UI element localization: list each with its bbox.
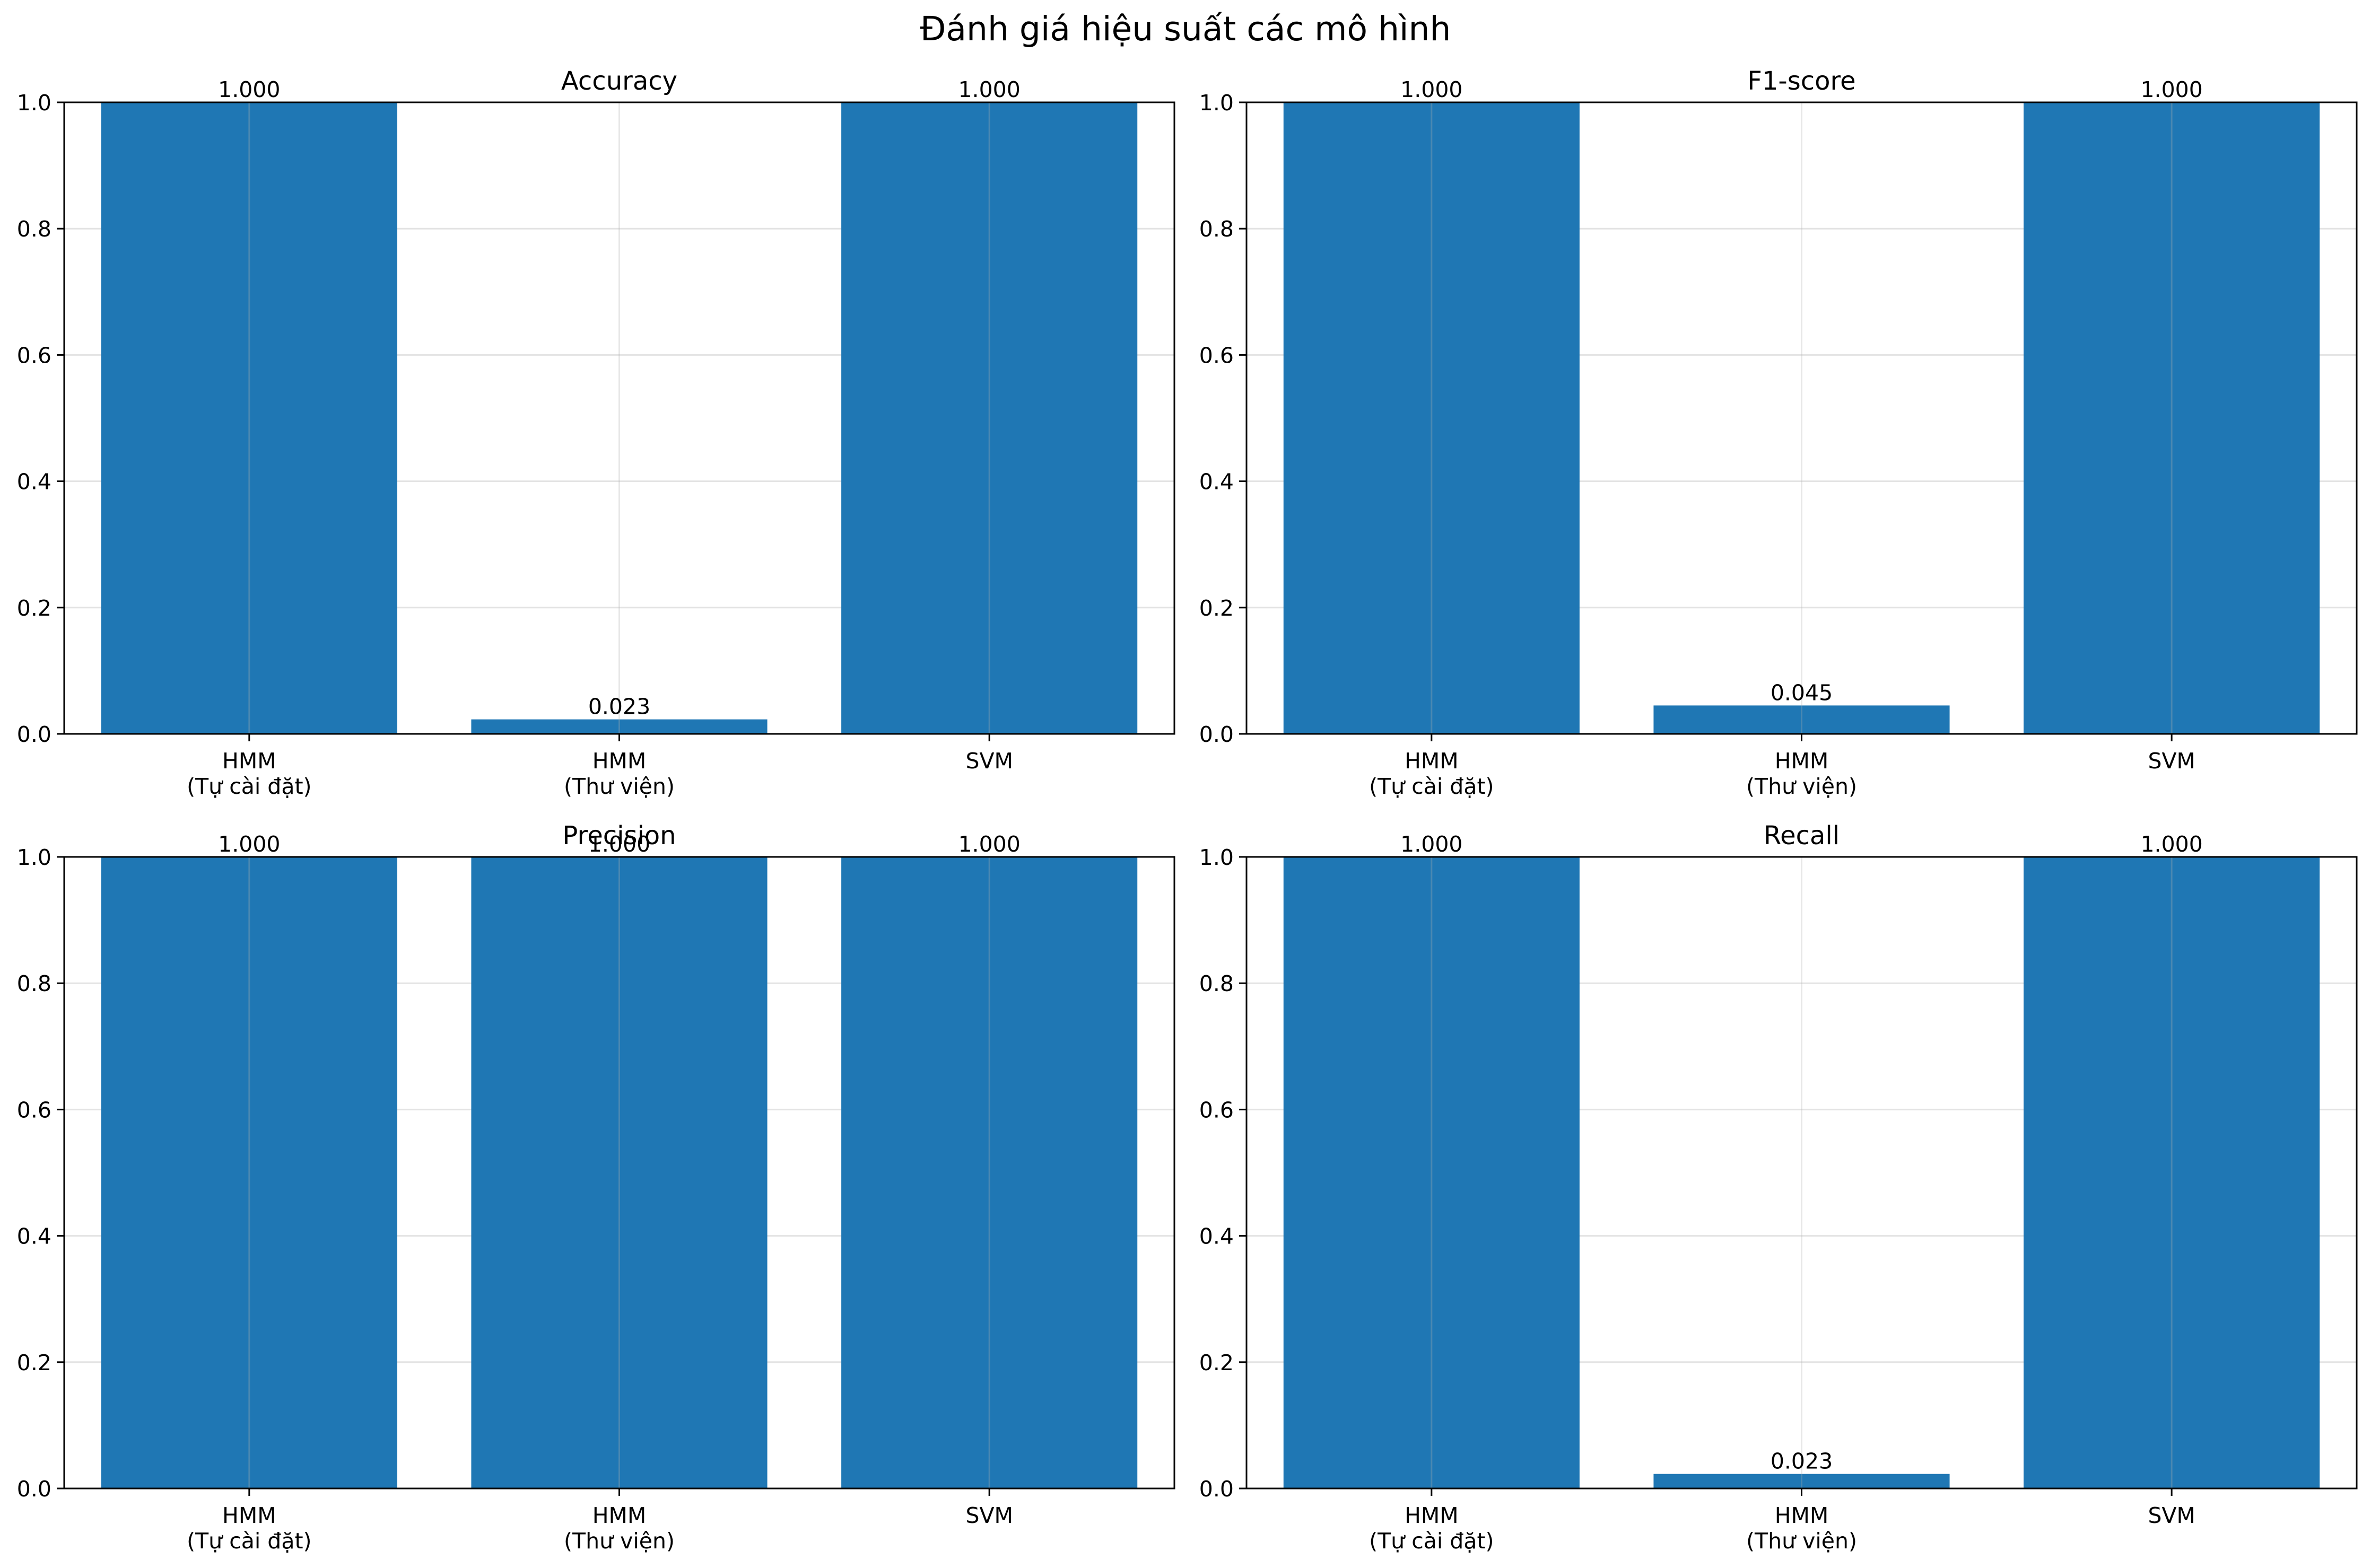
x-tick-label: HMM (Tự cài đặt): [1369, 748, 1494, 799]
bar-value-label: 1.000: [1400, 77, 1462, 102]
y-tick-label: 0.0: [1199, 722, 1234, 747]
y-tick-label: 0.0: [17, 1476, 51, 1502]
figure-title: Đánh giá hiệu suất các mô hình: [920, 10, 1451, 48]
axes-frame: [63, 856, 1175, 1490]
bar-value-label: 1.000: [1400, 831, 1462, 857]
y-tick-label: 0.8: [1199, 971, 1234, 996]
bar: [471, 719, 768, 734]
y-tick-label: 0.0: [17, 722, 51, 747]
bar: [1283, 857, 1580, 1488]
bar-value-label: 0.023: [588, 694, 650, 720]
y-tick-label: 1.0: [17, 90, 51, 116]
y-tick-label: 1.0: [17, 845, 51, 870]
bar-value-label: 1.000: [2140, 77, 2202, 102]
bar: [1283, 102, 1580, 734]
x-tick-label: HMM (Tự cài đặt): [187, 1503, 311, 1554]
x-tick-label: SVM: [965, 1503, 1013, 1528]
x-tick-label: HMM (Thư viện): [1746, 1503, 1857, 1554]
subplot-title: Accuracy: [561, 66, 677, 96]
bar: [2024, 102, 2320, 734]
recall-chart: 0.0 0.2 0.4 0.6 0.8 1.0 1.000 0.023 1.000 HMM (Tự …: [1199, 821, 2358, 1554]
bar-value-label: 0.023: [1771, 1449, 1833, 1474]
bar-value-label: 1.000: [218, 831, 280, 857]
y-tick-label: 0.2: [17, 1350, 51, 1376]
axes-frame: [1245, 101, 2358, 735]
x-tick-label: SVM: [965, 748, 1013, 774]
y-tick-label: 0.6: [1199, 1097, 1234, 1123]
y-tick-label: 0.4: [17, 469, 51, 495]
x-tick-label: HMM (Thư viện): [564, 1503, 675, 1554]
f1-score-chart: 0.0 0.2 0.4 0.6 0.8 1.0 1.000 0.045 1.000 HMM (Tự …: [1199, 66, 2358, 799]
y-tick-label: 1.0: [1199, 845, 1234, 870]
y-tick-label: 1.0: [1199, 90, 1234, 116]
bar-value-label: 1.000: [2140, 831, 2202, 857]
y-tick-label: 0.6: [1199, 343, 1234, 368]
y-tick-label: 0.2: [1199, 595, 1234, 621]
x-tick-label: HMM (Tự cài đặt): [1369, 1503, 1494, 1554]
bar: [841, 102, 1138, 734]
y-tick-label: 0.8: [1199, 216, 1234, 242]
bar: [1653, 705, 1950, 734]
bar: [101, 857, 397, 1488]
y-tick-label: 0.4: [1199, 1224, 1234, 1249]
x-tick-label: SVM: [2148, 1503, 2195, 1528]
bar: [2024, 857, 2320, 1488]
subplot-title: Precision: [562, 821, 676, 851]
bar: [1653, 1474, 1950, 1488]
axes-frame: [1245, 856, 2358, 1490]
y-tick-label: 0.8: [17, 216, 51, 242]
y-tick-label: 0.4: [1199, 469, 1234, 495]
bar: [101, 102, 397, 734]
x-tick-label: HMM (Tự cài đặt): [187, 748, 311, 799]
bar: [841, 857, 1138, 1488]
bar-value-label: 1.000: [958, 77, 1020, 102]
y-tick-label: 0.2: [17, 595, 51, 621]
accuracy-chart: 0.0 0.2 0.4 0.6 0.8 1.0 1.000 0.023 1.000 HMM (Tự …: [17, 66, 1175, 799]
bar-value-label: 1.000: [588, 831, 650, 857]
subplot-title: Recall: [1764, 821, 1840, 851]
bar-value-label: 1.000: [218, 77, 280, 102]
bar: [471, 857, 768, 1488]
y-tick-label: 0.6: [17, 343, 51, 368]
x-tick-label: SVM: [2148, 748, 2195, 774]
y-tick-label: 0.4: [17, 1224, 51, 1249]
y-tick-label: 0.6: [17, 1097, 51, 1123]
y-tick-label: 0.2: [1199, 1350, 1234, 1376]
axes-frame: [63, 101, 1175, 735]
bar-value-label: 1.000: [958, 831, 1020, 857]
precision-chart: 0.0 0.2 0.4 0.6 0.8 1.0 1.000 1.000 1.000 HMM (Tự …: [17, 821, 1175, 1554]
subplot-title: F1-score: [1747, 66, 1855, 96]
y-tick-label: 0.0: [1199, 1476, 1234, 1502]
x-tick-label: HMM (Thư viện): [564, 748, 675, 799]
y-tick-label: 0.8: [17, 971, 51, 996]
bar-value-label: 0.045: [1771, 680, 1833, 705]
x-tick-label: HMM (Thư viện): [1746, 748, 1857, 799]
